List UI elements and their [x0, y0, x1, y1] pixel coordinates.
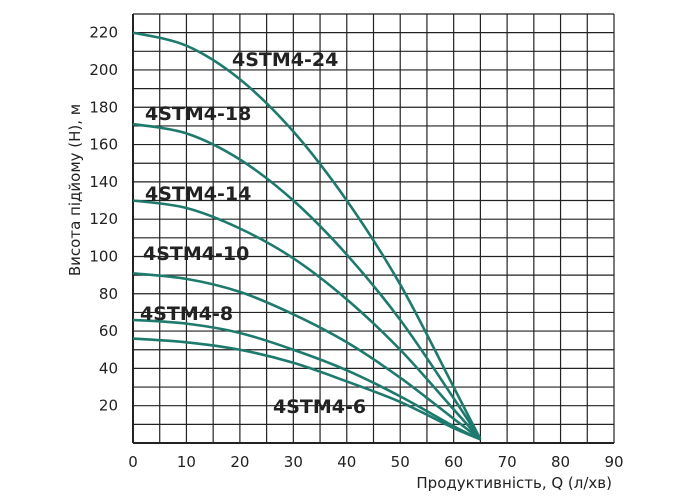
y-tick-label: 20: [99, 397, 118, 415]
series-label-18: 4STM4-18: [145, 103, 251, 125]
x-tick-label: 40: [337, 453, 356, 471]
series-label-14: 4STM4-14: [145, 183, 251, 205]
series-label-6: 4STM4-6: [273, 396, 366, 418]
series-label-24: 4STM4-24: [232, 49, 338, 71]
y-tick-label: 220: [89, 24, 118, 42]
curve-4stm4-6: [132, 337, 481, 441]
series-label-8: 4STM4-8: [140, 303, 233, 325]
curve-4stm4-10: [132, 271, 482, 441]
y-tick-label: 120: [89, 210, 118, 228]
y-tick-label: 60: [99, 322, 118, 340]
x-tick-label: 90: [604, 453, 623, 471]
x-tick-labels: 0 10 20 30 40 50 60 70 80 90: [128, 453, 623, 471]
y-tick-label: 40: [99, 359, 118, 377]
y-tick-label: 140: [89, 173, 118, 191]
x-tick-label: 0: [128, 453, 138, 471]
y-axis-label: Висота підйому (H), м: [66, 104, 84, 276]
y-tick-label: 160: [89, 136, 118, 154]
x-axis-label: Продуктивність, Q (л/хв): [416, 474, 612, 492]
x-tick-label: 50: [391, 453, 410, 471]
y-tick-label: 200: [89, 61, 118, 79]
x-tick-label: 20: [230, 453, 249, 471]
x-tick-label: 70: [498, 453, 517, 471]
x-tick-label: 30: [284, 453, 303, 471]
curves: [132, 31, 482, 441]
curve-4stm4-24: [132, 31, 482, 440]
y-tick-labels: 20 40 60 80 100 120 140 160 180 200 220: [89, 24, 118, 415]
y-tick-label: 180: [89, 98, 118, 116]
curve-4stm4-14: [132, 199, 482, 441]
curve-4stm4-18: [132, 122, 482, 440]
x-tick-label: 60: [444, 453, 463, 471]
series-label-10: 4STM4-10: [143, 243, 249, 265]
x-tick-label: 10: [177, 453, 196, 471]
y-tick-label: 80: [99, 285, 118, 303]
curve-4stm4-8: [132, 318, 481, 441]
x-tick-label: 80: [551, 453, 570, 471]
y-tick-label: 100: [89, 247, 118, 265]
grid: [132, 13, 615, 444]
series-labels: 4STM4-24 4STM4-18 4STM4-14 4STM4-10 4STM…: [140, 49, 366, 418]
